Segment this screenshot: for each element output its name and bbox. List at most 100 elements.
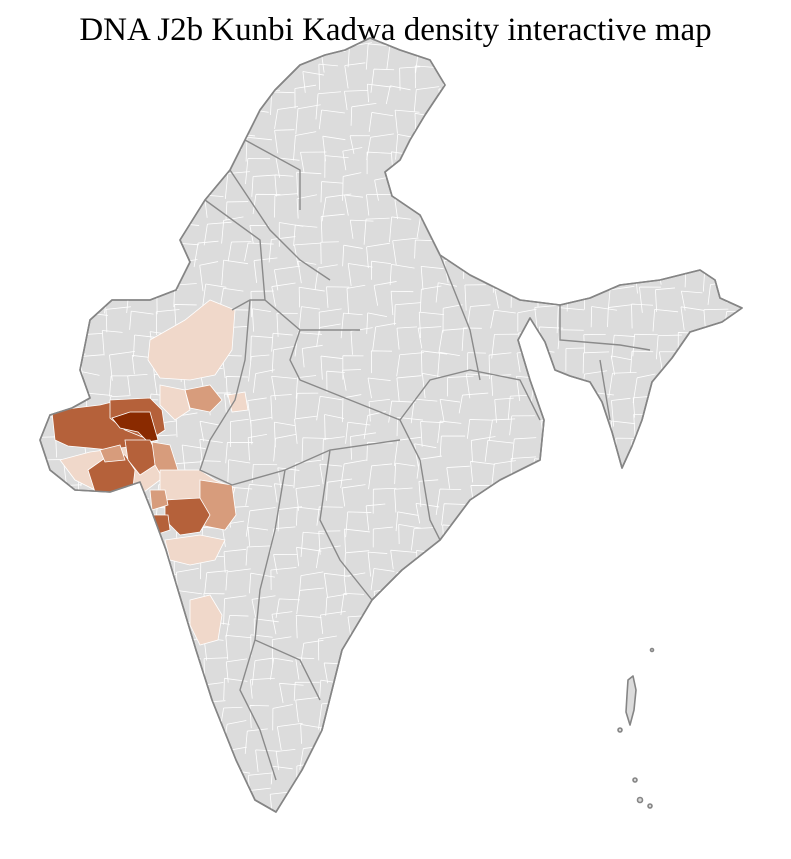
district-boundary xyxy=(711,180,735,202)
district-boundary xyxy=(758,481,781,502)
district-boundary xyxy=(415,639,441,661)
district-boundary xyxy=(295,104,321,135)
district-boundary xyxy=(519,89,540,114)
district-boundary xyxy=(397,768,421,789)
district-boundary xyxy=(251,308,271,332)
district-boundary xyxy=(54,619,82,643)
district-boundary xyxy=(40,289,59,311)
district-boundary xyxy=(446,465,470,489)
district-boundary xyxy=(532,636,557,662)
district-boundary xyxy=(589,196,613,218)
district-boundary xyxy=(703,654,730,682)
district-boundary xyxy=(326,370,345,393)
district-boundary xyxy=(752,173,777,200)
district-boundary xyxy=(486,39,510,60)
district-boundary xyxy=(607,218,628,243)
district-boundary xyxy=(326,478,353,501)
district-low-density[interactable] xyxy=(189,594,223,646)
district-boundary xyxy=(707,793,732,812)
district-low-density[interactable] xyxy=(164,534,226,566)
district-high-density[interactable] xyxy=(124,439,161,476)
district-boundary xyxy=(468,569,495,595)
district-boundary xyxy=(127,373,148,396)
district-boundary xyxy=(40,68,60,94)
district-boundary xyxy=(437,351,460,378)
district-boundary xyxy=(82,63,105,82)
district-low-density[interactable] xyxy=(227,391,249,413)
district-boundary xyxy=(154,237,179,264)
district-boundary xyxy=(561,814,584,836)
district-boundary xyxy=(346,639,376,660)
district-boundary xyxy=(586,266,607,287)
district-boundary xyxy=(102,220,129,245)
district-mid-density[interactable] xyxy=(184,384,223,413)
district-boundary xyxy=(109,351,135,381)
district-boundary xyxy=(63,719,83,747)
district-boundary xyxy=(659,664,682,691)
district-boundary xyxy=(347,263,373,286)
district-boundary xyxy=(103,525,127,550)
district-boundary xyxy=(491,720,520,748)
district-boundary xyxy=(680,306,705,331)
district-boundary xyxy=(271,611,293,635)
district-boundary xyxy=(613,525,635,549)
district-boundary xyxy=(270,657,294,680)
district-boundary xyxy=(125,774,152,799)
district-boundary xyxy=(679,391,699,413)
district-boundary xyxy=(385,85,411,105)
district-boundary xyxy=(101,330,123,356)
district-boundary xyxy=(726,774,742,800)
district-boundary xyxy=(368,112,394,132)
district-boundary xyxy=(465,109,493,129)
district-boundary xyxy=(758,576,776,597)
district-max-density[interactable] xyxy=(111,411,159,443)
district-boundary xyxy=(251,174,277,197)
district-boundary xyxy=(85,773,110,800)
district-boundary xyxy=(396,326,417,350)
district-boundary xyxy=(394,640,418,663)
district-boundary xyxy=(486,677,514,704)
district-boundary xyxy=(657,172,679,193)
district-boundary xyxy=(661,369,686,390)
district-boundary xyxy=(416,571,441,598)
district-boundary xyxy=(366,242,390,269)
district-boundary xyxy=(294,84,317,109)
district-boundary xyxy=(393,747,416,767)
district-boundary xyxy=(604,501,633,527)
district-boundary xyxy=(515,725,537,751)
district-boundary xyxy=(132,743,157,770)
district-mid-density[interactable] xyxy=(149,489,169,511)
district-boundary xyxy=(751,809,773,832)
district-boundary xyxy=(733,244,742,267)
district-boundary xyxy=(129,310,154,330)
district-boundary xyxy=(158,595,178,616)
andaman-nicobar-islands[interactable] xyxy=(617,647,655,809)
district-boundary xyxy=(368,398,390,422)
district-boundary xyxy=(131,571,157,595)
district-boundary xyxy=(541,147,566,176)
district-boundary xyxy=(657,43,681,66)
district-boundary xyxy=(85,156,105,178)
district-boundary xyxy=(227,459,251,486)
district-low-density[interactable] xyxy=(159,384,191,421)
district-boundary xyxy=(488,132,515,157)
district-boundary xyxy=(251,595,276,618)
district-boundary xyxy=(484,661,514,684)
district-boundary xyxy=(346,678,373,702)
district-boundary xyxy=(105,92,126,113)
district-boundary xyxy=(270,567,297,590)
district-boundary xyxy=(174,304,197,328)
district-low-density[interactable] xyxy=(147,299,236,381)
district-boundary xyxy=(297,260,317,284)
district-boundary xyxy=(129,796,160,812)
district-boundary xyxy=(487,222,510,245)
district-boundary xyxy=(110,549,130,574)
district-boundary xyxy=(655,199,674,219)
district-boundary xyxy=(368,792,397,812)
district-boundary xyxy=(582,351,610,374)
district-boundary xyxy=(278,42,302,68)
district-mid-density[interactable] xyxy=(99,444,126,463)
district-boundary xyxy=(182,721,208,748)
district-boundary xyxy=(463,590,485,616)
